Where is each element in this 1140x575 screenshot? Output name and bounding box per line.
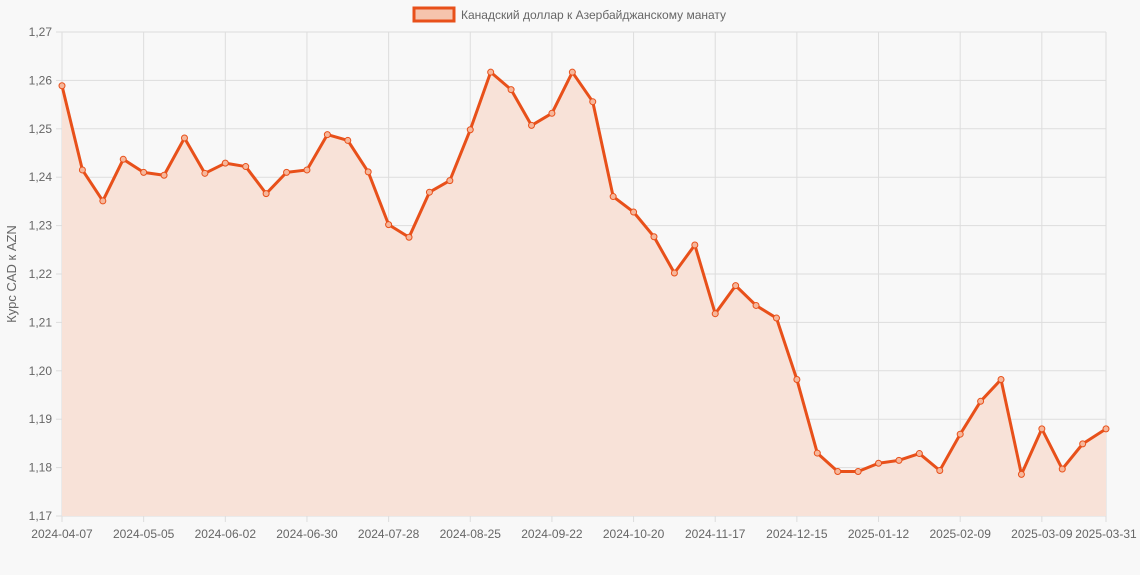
data-point[interactable] (262, 190, 270, 198)
data-point[interactable] (793, 376, 801, 384)
data-point[interactable] (711, 310, 719, 318)
x-tick-label: 2025-03-09 (1011, 527, 1073, 541)
x-tick-label: 2024-06-30 (276, 527, 338, 541)
data-point[interactable] (936, 467, 944, 474)
x-tick-label: 2024-06-02 (195, 527, 257, 541)
data-point[interactable] (977, 397, 985, 405)
y-tick-label: 1,17 (29, 509, 53, 523)
data-point[interactable] (854, 467, 862, 475)
x-tick-label: 2024-12-15 (766, 527, 828, 541)
legend[interactable]: Канадский доллар к Азербайджанскому мана… (412, 6, 726, 23)
data-point[interactable] (385, 221, 393, 229)
data-point[interactable] (813, 449, 821, 457)
y-tick-label: 1,26 (29, 73, 53, 87)
data-point[interactable] (752, 301, 760, 309)
data-point[interactable] (1038, 425, 1046, 433)
data-point[interactable] (180, 134, 188, 142)
data-point[interactable] (446, 177, 454, 185)
data-point[interactable] (466, 126, 474, 134)
y-tick-label: 1,23 (29, 219, 53, 233)
data-point[interactable] (589, 98, 597, 106)
data-point[interactable] (670, 269, 678, 277)
data-point[interactable] (425, 188, 433, 196)
data-point[interactable] (323, 131, 331, 139)
data-points (58, 68, 1110, 478)
data-point[interactable] (732, 282, 740, 290)
legend-label[interactable]: Канадский доллар к Азербайджанскому мана… (461, 8, 726, 22)
data-point[interactable] (1079, 440, 1087, 448)
y-tick-label: 1,20 (29, 364, 53, 378)
data-point[interactable] (242, 163, 250, 171)
data-point[interactable] (834, 467, 842, 475)
y-tick-label: 1,21 (29, 315, 53, 329)
x-tick-label: 2024-11-17 (685, 527, 746, 541)
data-point[interactable] (364, 168, 372, 176)
y-tick-label: 1,24 (29, 170, 53, 184)
data-point[interactable] (650, 233, 658, 241)
data-point[interactable] (691, 241, 699, 249)
y-tick-label: 1,19 (29, 412, 53, 426)
data-point[interactable] (58, 82, 66, 90)
data-point[interactable] (405, 233, 413, 241)
x-tick-label: 2024-04-07 (31, 527, 93, 541)
y-tick-label: 1,18 (29, 461, 53, 475)
data-point[interactable] (630, 208, 638, 216)
y-axis-label: Курс CAD к AZN (4, 225, 19, 323)
data-point[interactable] (283, 168, 291, 176)
x-tick-label: 2024-05-05 (113, 527, 175, 541)
series-line (60, 70, 1108, 476)
data-point[interactable] (160, 171, 168, 179)
data-point[interactable] (99, 197, 107, 205)
y-axis-ticks: 1,27 1,26 1,25 1,24 1,23 1,22 1,21 1,20 1,19 1,18… (29, 25, 53, 523)
data-point[interactable] (609, 193, 617, 201)
data-point[interactable] (772, 314, 780, 322)
x-tick-label: 2024-07-28 (358, 527, 420, 541)
data-point[interactable] (487, 68, 495, 76)
legend-swatch[interactable] (412, 6, 456, 23)
data-point[interactable] (201, 169, 209, 177)
data-point[interactable] (915, 450, 923, 458)
data-point[interactable] (997, 376, 1005, 384)
y-tick-label: 1,25 (29, 122, 53, 136)
x-tick-label: 2025-03-31 (1075, 527, 1137, 541)
data-point[interactable] (78, 166, 86, 174)
data-point[interactable] (895, 456, 903, 464)
x-tick-label: 2024-08-25 (440, 527, 502, 541)
y-tick-label: 1,22 (29, 267, 53, 281)
x-tick-label: 2025-02-09 (929, 527, 991, 541)
x-tick-label: 2025-01-12 (848, 527, 910, 541)
data-point[interactable] (548, 109, 556, 117)
data-point[interactable] (528, 121, 536, 129)
x-axis-ticks: 2024-04-07 2024-05-05 2024-06-02 2024-06-30… (31, 527, 1137, 541)
data-point[interactable] (119, 155, 127, 163)
y-tick-label: 1,27 (29, 25, 53, 39)
data-point[interactable] (568, 68, 576, 76)
area-fill-layer (62, 72, 1106, 517)
data-point[interactable] (1017, 470, 1025, 478)
data-point[interactable] (1102, 425, 1110, 433)
data-point[interactable] (1058, 465, 1066, 473)
data-point[interactable] (221, 159, 229, 167)
data-point[interactable] (507, 86, 515, 94)
data-point[interactable] (875, 459, 883, 467)
data-point[interactable] (303, 166, 311, 174)
data-point[interactable] (344, 136, 352, 144)
x-tick-label: 2024-09-22 (521, 527, 583, 541)
series-area (62, 72, 1106, 517)
x-tick-label: 2024-10-20 (603, 527, 665, 541)
series-line-layer (60, 70, 1108, 476)
data-point[interactable] (956, 430, 964, 438)
data-point[interactable] (140, 168, 148, 176)
